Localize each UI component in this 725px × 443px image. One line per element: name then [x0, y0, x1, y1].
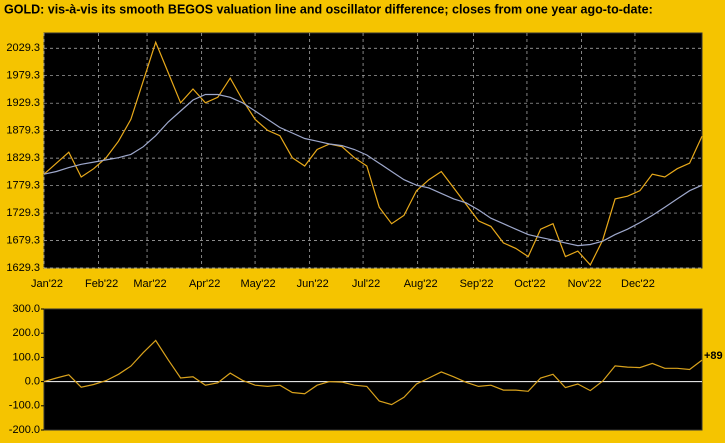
chart-title: GOLD: vis-à-vis its smooth BEGOS valuati…: [4, 2, 653, 16]
x-tick-label: Sep'22: [460, 278, 494, 290]
plot-area: [43, 32, 703, 269]
y-tick-label: 1929.3: [6, 97, 40, 109]
y-tick-label: 0.0: [25, 376, 40, 388]
x-tick-label: Jan'22: [31, 278, 63, 290]
y-tick-label: 100.0: [12, 351, 40, 363]
x-tick-label: May'22: [240, 278, 275, 290]
x-tick-label: Jun'22: [297, 278, 329, 290]
series-line: [43, 339, 703, 406]
x-tick-label: Feb'22: [85, 278, 118, 290]
y-tick-label: 1629.3: [6, 262, 40, 274]
y-tick-label: 1729.3: [6, 207, 40, 219]
x-tick-label: Nov'22: [568, 278, 602, 290]
x-tick-label: Oct'22: [514, 278, 545, 290]
series-line: [43, 93, 703, 247]
end-value-label: +89: [704, 350, 723, 362]
y-tick-label: 1979.3: [6, 70, 40, 82]
x-tick-label: Apr'22: [189, 278, 220, 290]
y-tick-label: 2029.3: [6, 42, 40, 54]
x-tick-label: Dec'22: [621, 278, 655, 290]
x-tick-label: Aug'22: [404, 278, 438, 290]
series-line: [43, 40, 703, 266]
plot-area: [43, 308, 703, 431]
y-tick-label: 1879.3: [6, 125, 40, 137]
y-tick-label: -100.0: [9, 400, 40, 412]
annotation: Through Fri, 06 Jan, '23: [50, 249, 185, 263]
y-tick-label: 300.0: [12, 303, 40, 315]
y-tick-label: 1829.3: [6, 152, 40, 164]
y-tick-label: 1679.3: [6, 234, 40, 246]
x-tick-label: Mar'22: [133, 278, 166, 290]
y-tick-label: -200.0: [9, 424, 40, 436]
y-tick-label: 200.0: [12, 327, 40, 339]
x-tick-label: Jul'22: [352, 278, 380, 290]
y-tick-label: 1779.3: [6, 179, 40, 191]
